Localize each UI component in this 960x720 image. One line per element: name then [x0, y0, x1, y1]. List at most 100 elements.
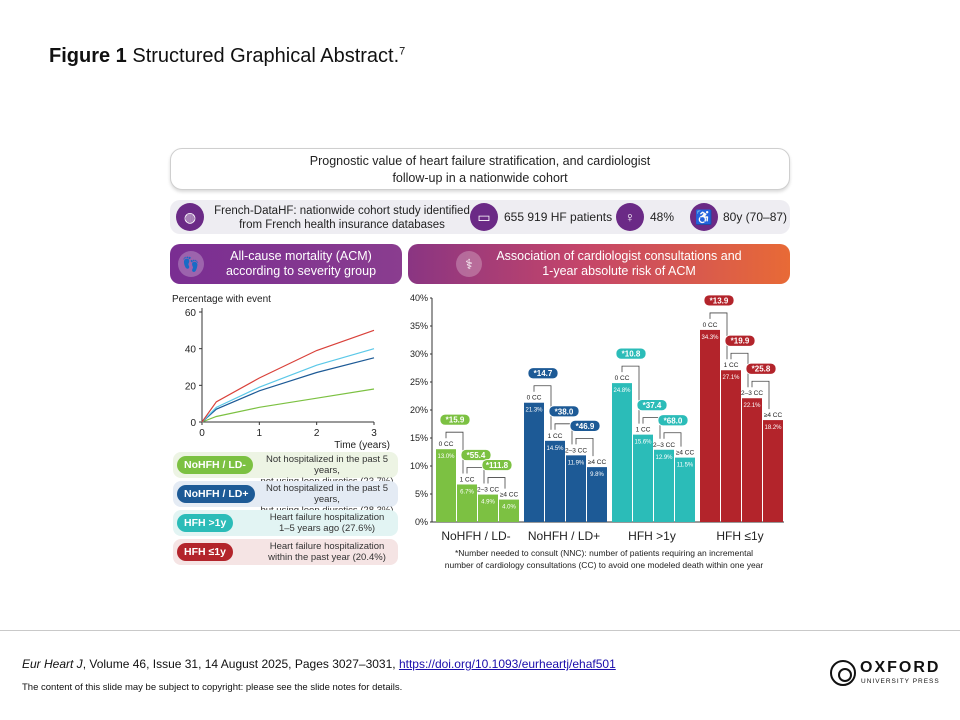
- bar-value-label: 4.9%: [481, 500, 495, 506]
- bar-value-label: 27.1%: [722, 375, 740, 381]
- series-line: [201, 329, 375, 423]
- graphical-abstract: Prognostic value of heart failure strati…: [170, 144, 800, 576]
- bar-value-label: 14.5%: [546, 446, 564, 452]
- cc-label: 0 CC: [527, 395, 542, 402]
- y-tick-label: 0%: [415, 517, 428, 527]
- cc-label: 2–3 CC: [653, 442, 675, 449]
- mortality-header-line-2: according to severity group: [225, 264, 377, 278]
- globe-icon: ◍: [176, 203, 204, 231]
- footnote-line-2: number of cardiology consultations (CC) …: [445, 560, 764, 570]
- nnc-badge: [745, 362, 777, 375]
- footnote-line-1: *Number needed to consult (NNC): number …: [455, 548, 753, 558]
- citation: Eur Heart J, Volume 46, Issue 31, 14 Aug…: [22, 657, 616, 671]
- hospital-bed-icon: ▭: [470, 203, 498, 231]
- nnc-badge: [569, 419, 601, 432]
- x-tick-label: 3: [371, 428, 377, 439]
- bar-value-label: 24.8%: [613, 388, 631, 394]
- x-tick-label: 2: [314, 428, 320, 439]
- legend-tag: NoHFH / LD-: [177, 456, 253, 474]
- mortality-header: 👣 All-cause mortality (ACM) according to…: [170, 244, 402, 284]
- nnc-badge: [481, 459, 513, 471]
- nnc-label: *55.4: [467, 451, 486, 460]
- legend-desc-line-2: within the past year (20.4%): [268, 552, 386, 563]
- legend-desc-line-2: 1–5 years ago (27.6%): [278, 523, 376, 534]
- legend-desc-line-1: Not hospitalized in the past 5 years,: [266, 454, 388, 476]
- nnc-badge: [460, 449, 492, 461]
- figure-label: Figure 1: [49, 45, 127, 67]
- y-tick-label: 10%: [410, 461, 428, 471]
- footer-divider: [0, 630, 960, 631]
- bar: [545, 440, 565, 522]
- bar-value-label: 15.6%: [634, 440, 652, 446]
- cc-label: 2–3 CC: [565, 447, 587, 454]
- nnc-badge: [527, 367, 559, 380]
- y-tick-label: 5%: [415, 489, 428, 499]
- bar-value-label: 22.1%: [743, 403, 761, 409]
- abstract-banner: Prognostic value of heart failure strati…: [170, 148, 790, 190]
- y-tick-label: 25%: [410, 377, 428, 387]
- series-line: [201, 388, 375, 423]
- legend-desc-line-1: Heart failure hospitalization: [269, 512, 385, 523]
- legend-desc-line-1: Heart failure hospitalization: [269, 541, 385, 552]
- nnc-connector: [466, 467, 485, 484]
- y-tick-label: 30%: [410, 349, 428, 359]
- cc-label: 1 CC: [724, 362, 739, 369]
- legend-desc-line-1: Not hospitalized in the past 5 years,: [266, 483, 388, 505]
- patients-count: 655 919 HF patients: [504, 210, 613, 224]
- nnc-label: *25.8: [752, 365, 771, 374]
- nnc-badge: [724, 334, 756, 347]
- bar-value-label: 21.3%: [525, 408, 543, 414]
- cohort-description: French-DataHF: nationwide cohort study i…: [212, 204, 472, 232]
- bar-value-label: 13.0%: [437, 454, 455, 460]
- doi-link[interactable]: https://doi.org/10.1093/eurheartj/ehaf50…: [398, 657, 616, 671]
- nnc-label: *19.9: [731, 337, 750, 346]
- nnc-label: *111.8: [486, 461, 509, 470]
- bar: [587, 467, 607, 522]
- mortality-header-line-1: All-cause mortality (ACM): [230, 249, 372, 263]
- doctor-icon: ⚕: [456, 251, 482, 277]
- consultation-header: ⚕ Association of cardiologist consultati…: [408, 244, 790, 284]
- nnc-connector: [621, 365, 640, 424]
- legend-nohfh-ld-plus: NoHFH / LD+ Not hospitalized in the past…: [173, 481, 398, 516]
- x-tick-label: 1: [257, 428, 263, 439]
- nnc-connector: [554, 423, 573, 445]
- bar: [654, 449, 674, 522]
- legend-nohfh-ld-minus: NoHFH / LD- Not hospitalized in the past…: [173, 452, 398, 487]
- nnc-label: *46.9: [576, 422, 595, 431]
- cc-label: ≥4 CC: [764, 412, 783, 419]
- bar-value-label: 11.5%: [677, 463, 694, 469]
- bar: [721, 370, 741, 522]
- publisher-name: OXFORD: [860, 659, 941, 676]
- nnc-connector: [487, 477, 506, 489]
- median-age: 80y (70–87): [723, 210, 788, 224]
- y-tick-label: 20: [185, 381, 197, 392]
- banner-line-2: follow-up in a nationwide cohort: [392, 171, 568, 185]
- nnc-connector: [642, 417, 661, 439]
- nnc-connector: [751, 380, 770, 410]
- bar-value-label: 6.7%: [460, 489, 474, 495]
- nnc-connector: [663, 432, 682, 447]
- category-label: NoHFH / LD-: [441, 529, 510, 543]
- bar-value-label: 12.9%: [655, 455, 673, 461]
- nnc-label: *13.9: [710, 296, 729, 305]
- cohort-desc-line-2: from French health insurance databases: [239, 219, 445, 231]
- bar: [742, 398, 762, 522]
- nnc-label: *14.7: [534, 369, 553, 378]
- bar: [763, 420, 783, 522]
- bar: [633, 434, 653, 522]
- legend-description: Heart failure hospitalization within the…: [259, 541, 395, 563]
- bar: [457, 484, 477, 522]
- legend-hfh-within-1y: HFH ≤1y Heart failure hospitalization wi…: [173, 539, 398, 565]
- cc-label: ≥4 CC: [588, 459, 607, 466]
- nnc-label: *15.9: [446, 416, 465, 425]
- legend-hfh-over-1y: HFH >1y Heart failure hospitalization 1–…: [173, 510, 398, 536]
- nnc-badge: [615, 347, 647, 360]
- y-tick-label: 35%: [410, 321, 428, 331]
- bar: [478, 494, 498, 522]
- category-label: NoHFH / LD+: [528, 529, 600, 543]
- nnc-badge: [439, 413, 471, 426]
- elderly-person-icon: ♿: [690, 203, 718, 231]
- female-icon: ♀: [616, 203, 644, 231]
- legend-tag: HFH ≤1y: [177, 543, 233, 561]
